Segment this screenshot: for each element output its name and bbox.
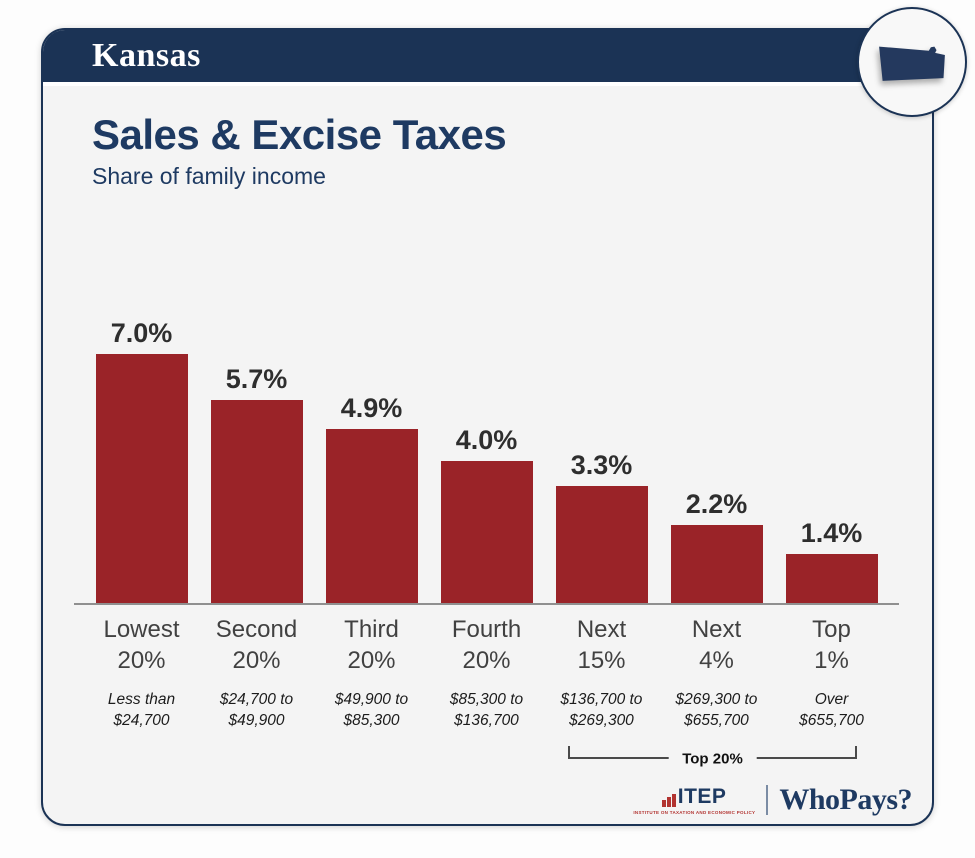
- bar: [670, 525, 763, 605]
- chart-column: 7.0% Lowest 20% Less than $24,700: [84, 308, 199, 731]
- footer-divider: [766, 785, 769, 815]
- bar-value-label: 3.3%: [570, 450, 633, 481]
- x-axis-baseline: [74, 603, 899, 606]
- income-range-label: $269,300 to $655,700: [675, 691, 758, 730]
- income-range-label: $24,700 to $49,900: [219, 691, 294, 730]
- chart-column: 5.7% Second 20% $24,700 to $49,900: [199, 308, 314, 731]
- bar-value-label: 7.0%: [110, 318, 173, 349]
- chart-column: 1.4% Top 1% Over $655,700: [774, 308, 889, 731]
- itep-wordmark: ITEP: [677, 785, 727, 808]
- plot-cell: 2.2%: [659, 308, 774, 605]
- bar-value-label: 4.0%: [455, 425, 518, 456]
- bar-value-label: 1.4%: [800, 518, 863, 549]
- bar: [785, 554, 878, 605]
- chart-column: 4.9% Third 20% $49,900 to $85,300: [314, 308, 429, 731]
- bar: [440, 461, 533, 605]
- card-header: Kansas: [43, 30, 932, 86]
- bar-value-label: 4.9%: [340, 393, 403, 424]
- bar: [210, 400, 303, 605]
- income-range-label: Less than $24,700: [107, 691, 176, 730]
- chart-columns: 7.0% Lowest 20% Less than $24,700 5.7% S…: [84, 308, 889, 731]
- category-label: Next 15%: [576, 616, 627, 675]
- chart-column: 4.0% Fourth 20% $85,300 to $136,700: [429, 308, 544, 731]
- income-range-label: $136,700 to $269,300: [560, 691, 643, 730]
- title-block: Sales & Excise Taxes Share of family inc…: [92, 111, 932, 190]
- top20-bracket-label: Top 20%: [668, 750, 757, 768]
- plot-cell: 3.3%: [544, 308, 659, 605]
- category-label: Top 1%: [812, 616, 851, 675]
- state-report-card: Kansas Sales & Excise Taxes Share of fam…: [41, 28, 934, 826]
- plot-cell: 4.0%: [429, 308, 544, 605]
- plot-cell: 1.4%: [774, 308, 889, 605]
- itep-logo: ITEP INSTITUTE ON TAXATION AND ECONOMIC …: [633, 785, 755, 815]
- bar-value-label: 2.2%: [685, 489, 748, 520]
- income-range-label: $85,300 to $136,700: [449, 691, 524, 730]
- page-subtitle: Share of family income: [92, 163, 326, 190]
- top20-bracket: Top 20%: [568, 746, 857, 768]
- bar: [555, 486, 648, 605]
- category-label: Fourth 20%: [451, 616, 522, 675]
- chart-column: 2.2% Next 4% $269,300 to $655,700: [659, 308, 774, 731]
- kansas-state-badge: [857, 7, 967, 117]
- plot-cell: 7.0%: [84, 308, 199, 605]
- category-label: Third 20%: [344, 616, 399, 675]
- kansas-state-icon: [879, 46, 945, 81]
- plot-cell: 4.9%: [314, 308, 429, 605]
- income-range-label: Over $655,700: [799, 691, 864, 730]
- category-label: Lowest 20%: [103, 616, 180, 675]
- state-name: Kansas: [92, 37, 201, 74]
- plot-cell: 5.7%: [199, 308, 314, 605]
- bar: [325, 429, 418, 605]
- bar: [95, 354, 188, 605]
- category-label: Second 20%: [215, 616, 298, 675]
- whopays-wordmark: WhoPays?: [779, 783, 912, 816]
- card-footer: ITEP INSTITUTE ON TAXATION AND ECONOMIC …: [633, 783, 912, 817]
- income-range-label: $49,900 to $85,300: [334, 691, 409, 730]
- itep-bars-icon: [662, 794, 676, 807]
- bar-value-label: 5.7%: [225, 364, 288, 395]
- itep-tagline: INSTITUTE ON TAXATION AND ECONOMIC POLIC…: [633, 810, 756, 815]
- page-title: Sales & Excise Taxes: [92, 111, 507, 158]
- chart-column: 3.3% Next 15% $136,700 to $269,300: [544, 308, 659, 731]
- bar-chart: 7.0% Lowest 20% Less than $24,700 5.7% S…: [74, 308, 899, 768]
- category-label: Next 4%: [691, 616, 742, 675]
